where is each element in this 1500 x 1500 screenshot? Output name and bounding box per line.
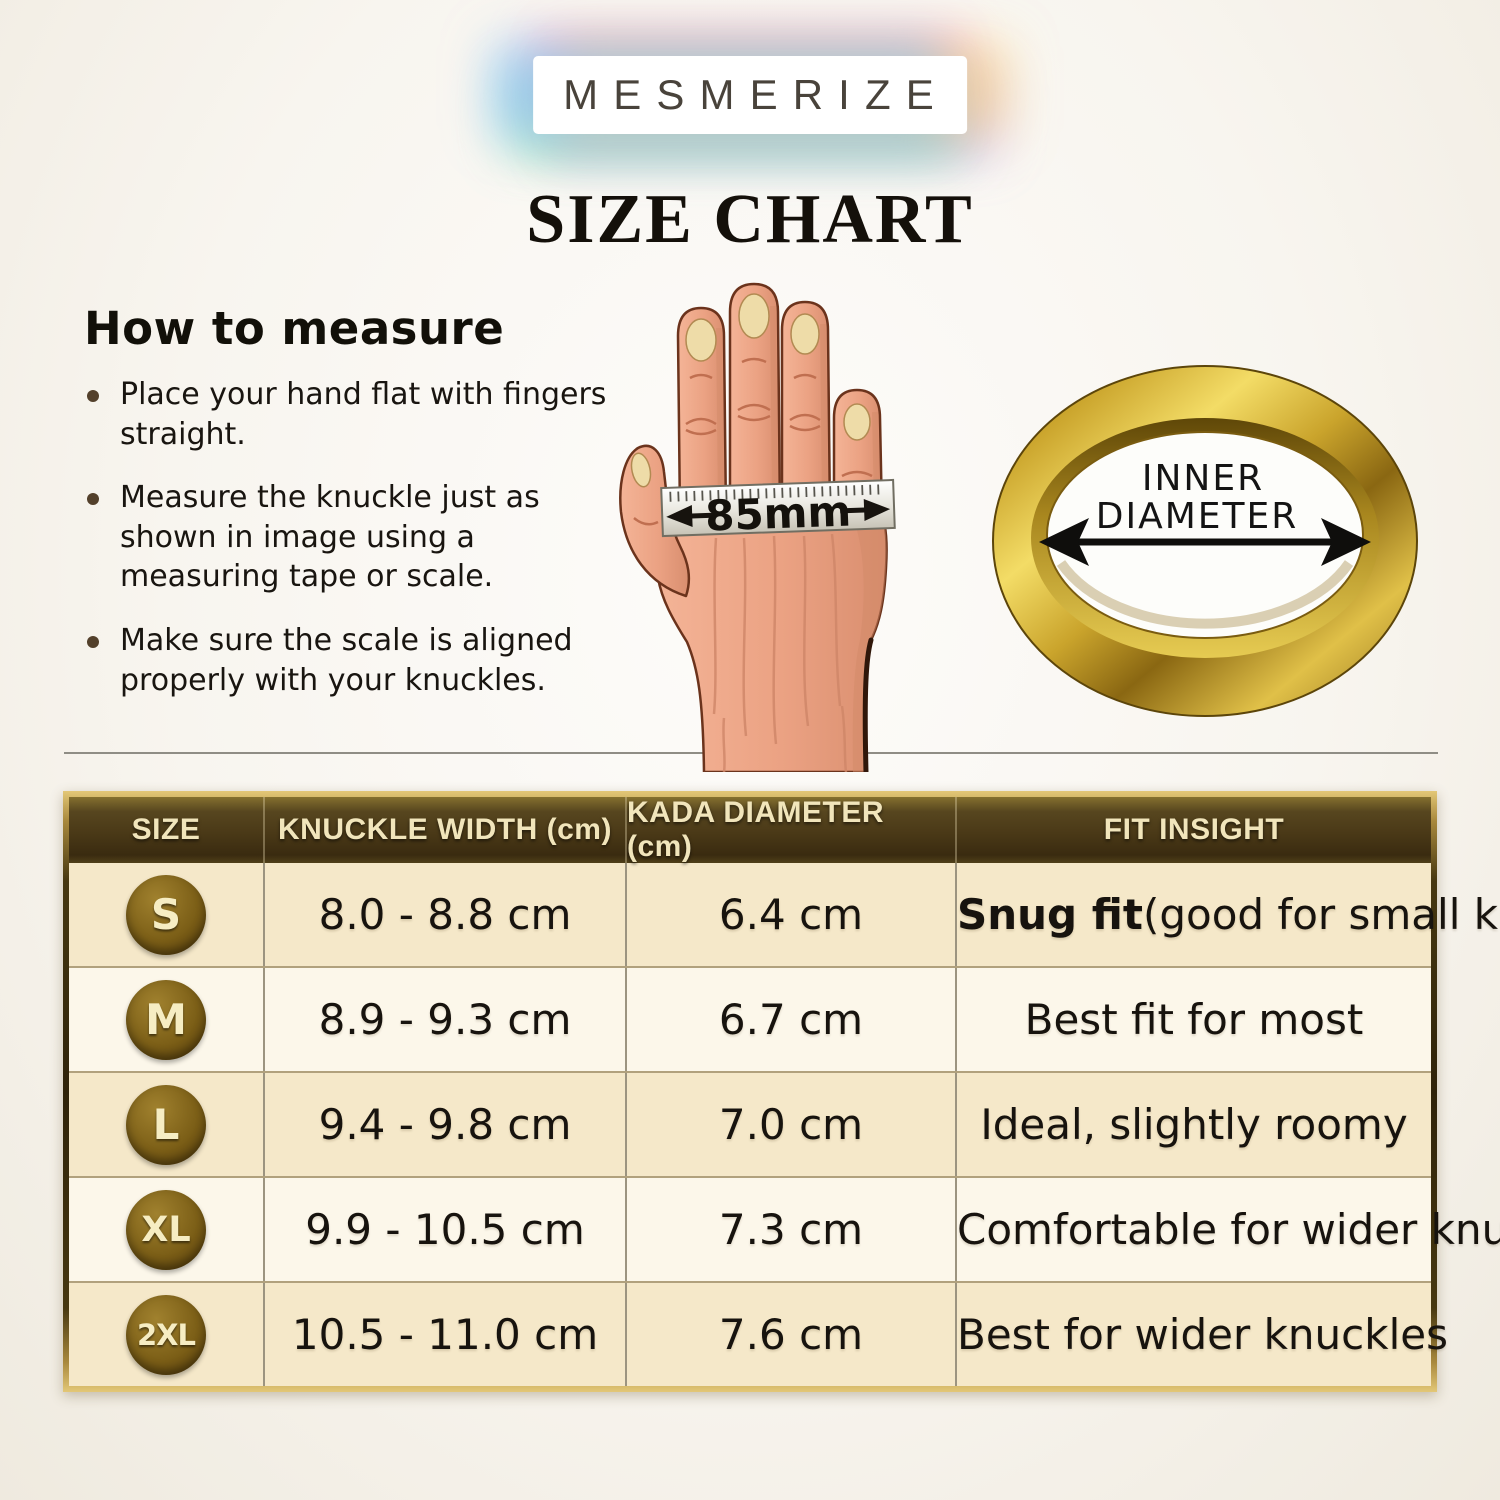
how-to-measure-heading: How to measure — [84, 302, 505, 355]
page-title: SIZE CHART — [526, 181, 974, 258]
knuckle-measurement-label: 85mm — [704, 486, 852, 540]
kada-diameter-value: 7.0 cm — [625, 1073, 955, 1176]
size-table: SIZE KNUCKLE WIDTH (cm) KADA DIAMETER (c… — [63, 791, 1500, 1392]
fit-insight-text: Ideal, slightly roomy — [980, 1100, 1408, 1149]
thumbnail — [630, 452, 652, 488]
column-header-kada-diameter: KADA DIAMETER (cm) — [625, 796, 955, 863]
table-row: S 8.0 - 8.8 cm 6.4 cm Snug fit (good for… — [69, 863, 1500, 966]
size-badge: L — [126, 1084, 206, 1165]
brand-name: MESMERIZE — [563, 71, 949, 118]
left-arrow-icon — [1039, 518, 1089, 566]
fit-insight-value: Snug fit (good for small knuckles) — [955, 863, 1500, 966]
fit-insight-value: Best for wider knuckles — [955, 1283, 1448, 1386]
ring-inner-shadow — [1056, 560, 1354, 629]
palm-creases — [712, 533, 848, 772]
column-header-size: SIZE — [69, 797, 263, 863]
right-arrow-icon — [863, 499, 891, 521]
fit-insight-bold: Snug fit — [957, 890, 1143, 939]
kada-diameter-value: 6.4 cm — [625, 863, 955, 966]
right-arrow-icon — [1321, 518, 1371, 566]
fit-insight-text: Comfortable for wider knuckles — [957, 1205, 1500, 1254]
list-item: Place your hand flat with fingers straig… — [84, 375, 624, 454]
hand-measurement-illustration: 85mm — [619, 282, 896, 772]
fit-insight-value: Comfortable for wider knuckles — [955, 1178, 1500, 1281]
table-row: 2XL 10.5 - 11.0 cm 7.6 cm Best for wider… — [69, 1281, 1448, 1386]
fit-insight-value: Best fit for most — [955, 968, 1431, 1071]
inner-diameter-label-line1: INNER — [1142, 458, 1264, 499]
column-header-fit-insight: FIT INSIGHT — [955, 797, 1431, 863]
size-badge: M — [126, 979, 206, 1060]
knuckle-creases — [685, 357, 873, 487]
fit-insight-text: Best fit for most — [1024, 995, 1364, 1044]
table-row: M 8.9 - 9.3 cm 6.7 cm Best fit for most — [69, 966, 1431, 1071]
brand-logo: MESMERIZE — [533, 56, 967, 134]
fit-insight-text: (good for small knuckles) — [1142, 890, 1500, 939]
knuckle-width-value: 8.9 - 9.3 cm — [263, 968, 625, 1071]
inner-diameter-label-line2: DIAMETER — [1096, 496, 1299, 537]
table-row: XL 9.9 - 10.5 cm 7.3 cm Comfortable for … — [69, 1176, 1500, 1281]
size-badge: S — [126, 874, 206, 955]
knuckle-width-value: 8.0 - 8.8 cm — [263, 863, 625, 966]
wrist-shading — [850, 506, 887, 772]
fit-insight-value: Ideal, slightly roomy — [955, 1073, 1431, 1176]
size-badge: XL — [126, 1189, 206, 1270]
kada-diameter-value: 6.7 cm — [625, 968, 955, 1071]
ruler-band: 85mm — [660, 478, 896, 541]
fit-insight-text: Best for wider knuckles — [957, 1310, 1448, 1359]
thumb-crease — [633, 517, 659, 526]
fingernails — [685, 293, 871, 441]
how-to-measure-section: How to measure Place your hand flat with… — [84, 302, 624, 724]
list-item: Make sure the scale is aligned properly … — [84, 621, 624, 700]
knuckle-width-value: 10.5 - 11.0 cm — [263, 1283, 625, 1386]
column-header-knuckle-width: KNUCKLE WIDTH (cm) — [263, 797, 625, 863]
kada-diameter-value: 7.6 cm — [625, 1283, 955, 1386]
wrist-outline-dark — [862, 637, 874, 772]
list-item: Measure the knuckle just as shown in ima… — [84, 478, 624, 597]
ring-opening — [1046, 431, 1364, 639]
table-header-row: SIZE KNUCKLE WIDTH (cm) KADA DIAMETER (c… — [69, 796, 1431, 863]
knuckle-width-value: 9.4 - 9.8 cm — [263, 1073, 625, 1176]
how-to-measure-list: Place your hand flat with fingers straig… — [84, 375, 624, 700]
left-arrow-icon — [666, 505, 693, 527]
palm-and-wrist — [652, 504, 888, 772]
size-badge: 2XL — [126, 1294, 206, 1375]
kada-diameter-value: 7.3 cm — [625, 1178, 955, 1281]
kada-ring-illustration: INNER DIAMETER — [992, 365, 1418, 717]
knuckle-width-value: 9.9 - 10.5 cm — [263, 1178, 625, 1281]
table-row: L 9.4 - 9.8 cm 7.0 cm Ideal, slightly ro… — [69, 1071, 1431, 1176]
